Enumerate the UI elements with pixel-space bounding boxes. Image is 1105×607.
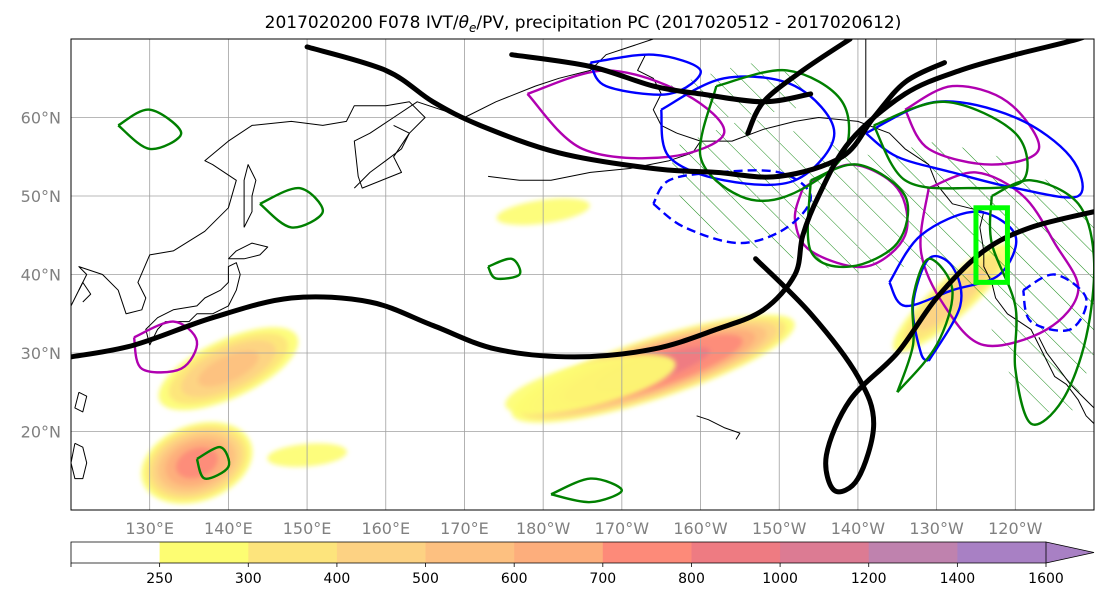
coastline-hokkaido [228,242,269,260]
colorbar-label: 300 [235,571,262,587]
blue-contour-7 [888,210,1018,308]
colorbar-label: 1600 [1028,571,1064,587]
coastline-philippines [71,442,88,480]
colorbar-label: 800 [678,571,705,587]
colorbar-segment [514,542,604,563]
blue-contour-5 [660,75,836,187]
x-tick-label: 130°E [125,519,174,538]
coastline-japan [145,262,241,346]
hatch-region-bering [669,62,811,118]
gridlines [71,39,1094,510]
jet-streams [71,39,1094,495]
colorbar-segment [868,542,958,563]
jet-stream-southern-jet [71,39,1086,360]
colorbar-label: 400 [324,571,351,587]
colorbar-segment [602,542,692,563]
colorbar-label: 700 [589,571,616,587]
target-box-layer [973,205,1010,285]
colorbar-label: 600 [501,571,528,587]
chart-title: 2017020200 F078 IVT/θe/PV, precipitation… [265,13,902,35]
coastline-sakhalin [243,164,257,228]
x-tick-label: 140°E [204,519,253,538]
magenta-contour-0 [919,171,1080,348]
colorbar-extend-arrow [1045,541,1095,564]
x-tick-label: 120°W [988,519,1043,538]
colorbar-label: 1200 [851,571,887,587]
ivt-level-300 [505,354,676,415]
green-contour-12 [698,68,851,203]
y-tick-labels: 20°N 30°N 40°N 50°N 60°N [21,109,61,442]
jet-stream-trough-loop [753,209,1094,495]
colorbar-segment [71,542,161,563]
green-contour-21 [487,257,522,281]
y-tick-label: 60°N [21,109,61,128]
colorbar-segment [691,542,781,563]
colorbar-frame [70,541,1046,564]
coastline-baja [1038,337,1094,409]
x-tick-label: 160°E [361,519,410,538]
x-tick-label: 140°W [831,519,886,538]
y-tick-label: 20°N [21,423,61,442]
x-tick-label: 170°W [595,519,650,538]
y-tick-label: 50°N [21,187,61,206]
magenta-contour-3 [132,320,199,374]
green-contour-16 [896,257,954,394]
x-tick-label: 150°W [752,519,807,538]
target-box [973,205,1010,285]
colorbar-label: 1400 [940,571,976,587]
colorbar-label: 250 [146,571,173,587]
hatch-region-gulf-alaska [669,117,1094,416]
blue-contour-6 [865,100,1084,199]
colorbar-segment [336,542,427,563]
colorbar-label: 500 [412,571,439,587]
colorbar-label: 1000 [762,571,798,587]
colorbar-segment [780,542,870,563]
x-tick-label: 150°E [283,519,332,538]
colorbar-segment [425,542,515,563]
green-contour-19 [117,108,183,151]
ivt-feature-central-pacific-broad [505,354,676,415]
blue-contour-11 [1022,273,1088,332]
coastline-hawaii [696,415,741,440]
green-contour-13 [806,163,910,269]
x-tick-label: 170°E [440,519,489,538]
green-contour-18 [550,477,623,504]
hatch-layer [669,62,1094,416]
y-tick-label: 30°N [21,344,61,363]
green-contour-17 [195,445,231,480]
green-contour-20 [259,186,325,229]
coastline-taiwan [74,391,88,413]
coastline-korea-inner [78,281,92,303]
jet-stream-northern-jet [304,44,947,180]
coastline-na-west-coast [979,211,1094,424]
map-area [71,39,1094,510]
colorbar-segment [248,542,338,563]
coastline-kamchatka [353,124,410,189]
x-tick-label: 130°W [909,519,964,538]
magenta-contour-4 [904,84,1041,166]
coastline-asia-east-coast [71,39,654,315]
colorbar-segment [957,542,1047,563]
x-tick-label: 160°W [673,519,728,538]
blue-contour-9 [589,53,702,96]
x-tick-labels: 130°E 140°E 150°E 160°E 170°E 180°W 170°W 160°W… [125,519,1042,538]
green-contour-15 [988,179,1094,426]
jet-stream-arctic-jet-b [745,39,853,136]
map-frame [70,38,1095,511]
contours [117,53,1094,504]
x-tick-label: 180°W [516,519,571,538]
colorbar-segment [159,542,249,563]
colorbar: 250 300 400 500 600 700 800 1000 1200 1400 1600 [70,541,1095,587]
y-tick-label: 40°N [21,266,61,285]
